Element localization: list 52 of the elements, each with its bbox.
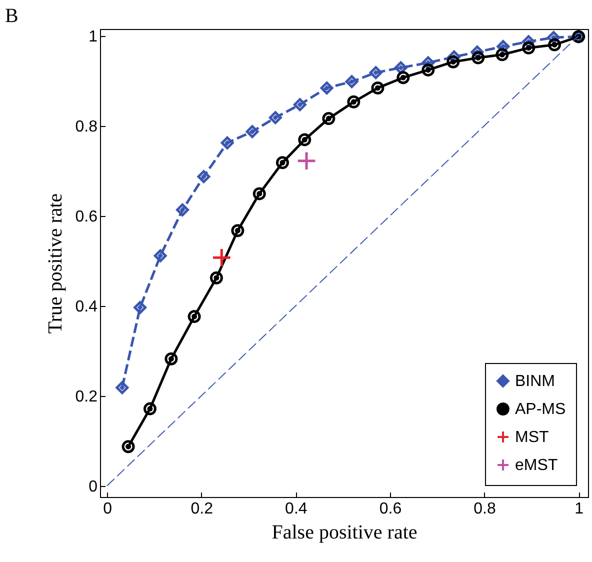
point [134, 301, 147, 314]
y-axis-title: True positive rate [44, 193, 66, 334]
point [345, 75, 358, 88]
point [422, 63, 435, 76]
point [210, 271, 223, 284]
point [446, 55, 460, 68]
y-tick-label: 0.6 [75, 208, 98, 226]
y-tick-label: 1 [88, 28, 98, 46]
point [396, 71, 410, 84]
point [268, 111, 282, 124]
x-tick-label: 0 [103, 500, 112, 518]
legend-label: AP-MS [515, 401, 566, 418]
point [276, 156, 289, 170]
legend-label: eMST [515, 457, 558, 474]
point [293, 98, 306, 112]
legend-label: MST [515, 429, 549, 446]
x-tick-label: 0.6 [379, 500, 402, 518]
y-tick-label: 0 [88, 478, 98, 496]
point [143, 402, 156, 416]
point [320, 81, 334, 94]
text: B [5, 4, 18, 27]
point [369, 66, 382, 80]
point [212, 248, 232, 268]
y-tick-label: 0.8 [75, 118, 98, 136]
point [116, 381, 129, 394]
legend-label: BINM [515, 373, 555, 390]
point [188, 310, 201, 324]
point [496, 48, 509, 62]
point [298, 133, 312, 146]
point [548, 38, 562, 52]
point [472, 51, 485, 64]
point [296, 150, 316, 171]
point [246, 125, 259, 138]
x-tick-label: 0.2 [190, 500, 214, 518]
y-tick-label: 0.2 [75, 388, 98, 406]
point [252, 187, 266, 200]
x-tick-label: 1 [574, 500, 584, 518]
point [164, 352, 178, 366]
point [322, 112, 336, 126]
point [522, 41, 536, 54]
x-axis-title: False positive rate [272, 522, 418, 544]
point [197, 170, 210, 184]
x-tick-label: 0.4 [285, 500, 308, 518]
y-tick-label: 0.4 [75, 298, 98, 316]
point [371, 81, 384, 94]
point [231, 224, 244, 238]
x-tick-label: 0.8 [474, 500, 496, 518]
point [220, 136, 234, 150]
point [154, 249, 167, 262]
point [122, 440, 135, 454]
point [347, 95, 360, 108]
point [176, 203, 190, 216]
